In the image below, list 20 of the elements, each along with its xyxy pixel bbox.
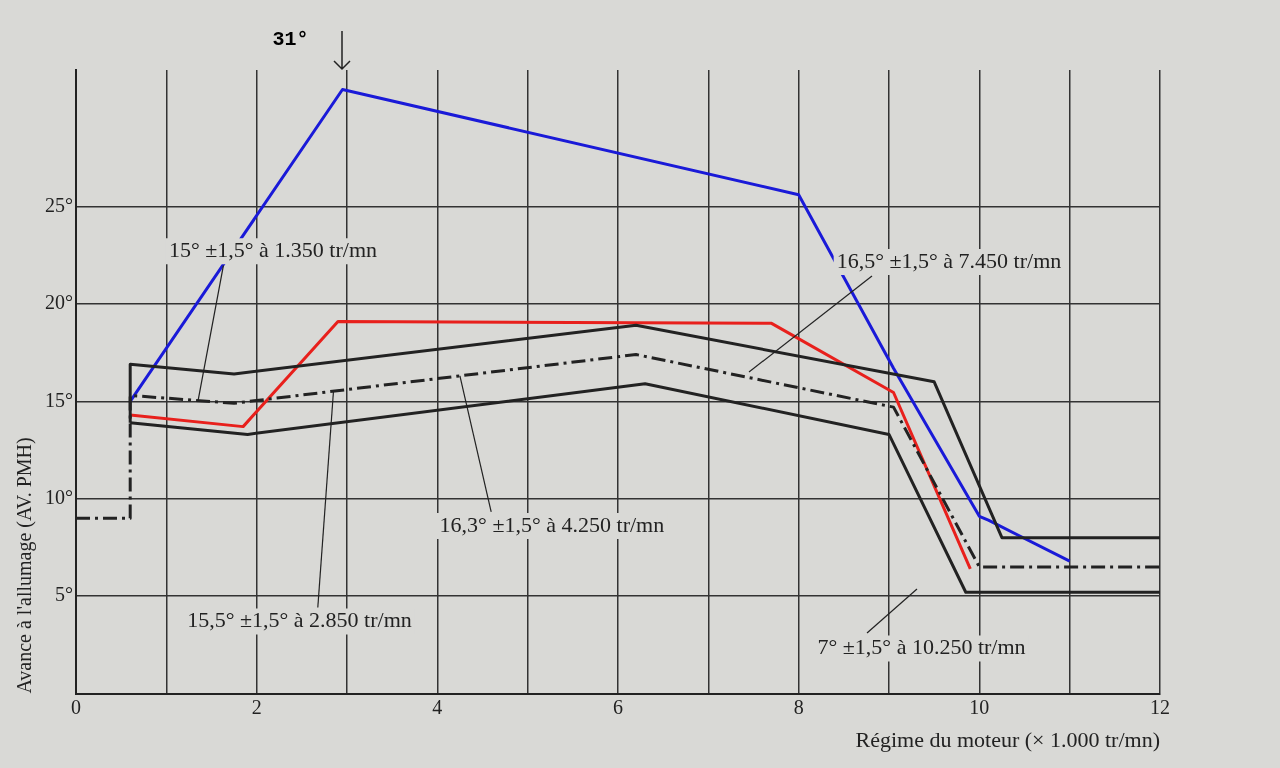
x-tick-label: 4 <box>432 695 443 718</box>
y-tick-label: 20° <box>45 291 73 314</box>
y-tick-label: 10° <box>45 485 73 508</box>
y-tick-label: 25° <box>45 193 73 216</box>
annotation: 16,3° ±1,5° à 4.250 tr/mn <box>439 511 665 537</box>
x-tick-label: 6 <box>613 695 623 718</box>
x-tick-label: 2 <box>251 695 262 718</box>
annotation: 31° <box>272 27 309 51</box>
annotation: 16,5° ±1,5° à 7.450 tr/mn <box>836 247 1062 273</box>
x-tick-label: 0 <box>71 695 81 718</box>
x-tick-label: 12 <box>1150 695 1170 718</box>
x-tick-label: 10 <box>969 695 990 718</box>
y-tick-label: 15° <box>45 388 73 411</box>
x-tick-label: 8 <box>793 695 804 718</box>
y-axis-title: Avance à l'allumage (AV. PMH) <box>13 437 37 694</box>
annotation: 7° ±1,5° à 10.250 tr/mn <box>817 634 1026 660</box>
y-tick-label: 5° <box>55 583 73 606</box>
annotation: 15,5° ±1,5° à 2.850 tr/mn <box>187 607 412 633</box>
x-axis-title: Régime du moteur (× 1.000 tr/mn) <box>855 726 1160 752</box>
annotation: 15° ±1,5° à 1.350 tr/mn <box>168 237 377 263</box>
